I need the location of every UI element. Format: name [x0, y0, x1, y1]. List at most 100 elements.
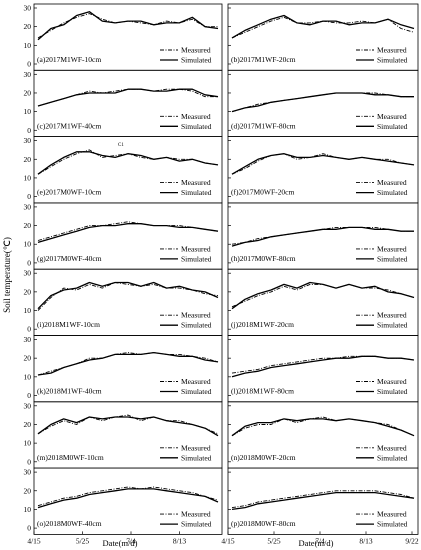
x-tick-label: 8/13 [173, 536, 187, 545]
simulated-line [37, 151, 219, 175]
measured-line [231, 153, 415, 175]
legend-measured-label: Measured [181, 443, 211, 452]
panel-title: (a)2017M1WF-10cm [37, 55, 101, 64]
legend-measured-label: Measured [181, 46, 211, 55]
legend-simulated-label: Simulated [181, 520, 212, 529]
measured-line [231, 416, 415, 437]
legend-measured-label: Measured [377, 112, 407, 121]
legend-simulated-label: Simulated [181, 254, 212, 263]
legend-simulated-label: Simulated [181, 387, 212, 396]
panel-title: (l)2018M1WF-80cm [231, 387, 294, 396]
panel-grid: 0102030(a)2017M1WF-10cmMeasuredSimulated… [24, 4, 419, 535]
x-tick-label: 7/4 [315, 536, 325, 545]
panel-title: (m)2018M0WF-10cm [37, 453, 104, 462]
legend-simulated-label: Simulated [377, 321, 408, 330]
simulated-line [231, 153, 415, 175]
legend-measured-label: Measured [181, 510, 211, 519]
y-tick-label: 30 [24, 202, 32, 211]
y-tick-label: 10 [24, 505, 32, 514]
simulated-line [37, 11, 219, 41]
y-tick-label: 0 [27, 126, 31, 135]
y-tick-label: 10 [24, 240, 32, 249]
legend-measured-label: Measured [181, 112, 211, 121]
y-tick-label: 10 [24, 41, 32, 50]
y-tick-label: 30 [24, 401, 32, 410]
legend-measured-label: Measured [377, 443, 407, 452]
y-tick-label: 10 [24, 372, 32, 381]
panel-title: (e)2017M0WF-10cm [37, 188, 101, 197]
y-tick-label: 20 [24, 287, 32, 296]
legend-measured-label: Measured [181, 311, 211, 320]
y-tick-label: 20 [24, 221, 32, 230]
panel-title: (g)2017M0WF-40cm [37, 254, 102, 263]
y-tick-label: 30 [24, 4, 32, 13]
y-tick-label: 20 [24, 155, 32, 164]
x-axis-label-left: Date(m/d) [103, 538, 138, 548]
legend-simulated-label: Simulated [181, 321, 212, 330]
x-axis-label-right: Date(m/d) [299, 538, 334, 548]
legend-simulated-label: Simulated [377, 520, 408, 529]
legend-simulated-label: Simulated [377, 122, 408, 131]
legend-measured-label: Measured [377, 377, 407, 386]
simulated-line [231, 281, 415, 310]
y-tick-label: 0 [27, 258, 31, 267]
legend-simulated-label: Simulated [181, 188, 212, 197]
measured-line [231, 283, 415, 308]
y-tick-label: 30 [24, 136, 32, 145]
y-tick-label: 0 [27, 192, 31, 201]
measured-line [37, 414, 219, 435]
legend-simulated-label: Simulated [181, 453, 212, 462]
simulated-line [37, 223, 219, 244]
legend-measured-label: Measured [181, 377, 211, 386]
legend-measured-label: Measured [377, 244, 407, 253]
y-tick-label: 0 [27, 325, 31, 334]
measured-line [231, 490, 415, 509]
simulated-line [231, 92, 414, 113]
measured-line [37, 282, 219, 311]
y-tick-label: 20 [24, 22, 32, 31]
y-tick-label: 30 [24, 269, 32, 278]
simulated-line [231, 418, 415, 437]
legend-measured-label: Measured [181, 244, 211, 253]
y-tick-label: 0 [27, 457, 31, 466]
legend-simulated-label: Simulated [377, 453, 408, 462]
legend-simulated-label: Simulated [377, 254, 408, 263]
panel-title: (n)2018M0WF-20cm [231, 453, 296, 462]
y-tick-label: 10 [24, 173, 32, 182]
y-tick-label: 0 [27, 60, 31, 69]
legend-measured-label: Measured [377, 46, 407, 55]
simulated-line [231, 226, 414, 247]
panel-title: (b)2017M1WF-20cm [231, 55, 296, 64]
y-axis-label: Soil temperature(℃) [2, 237, 12, 313]
y-tick-label: 10 [24, 107, 32, 116]
x-tick-label: 4/15 [27, 536, 41, 545]
panel-title: (i)2018M1WF-10cm [37, 320, 100, 329]
y-tick-label: 0 [27, 524, 31, 533]
simulated-line [231, 14, 415, 39]
y-tick-label: 20 [24, 420, 32, 429]
legend-measured-label: Measured [377, 311, 407, 320]
panel-frame [33, 467, 223, 535]
measured-line [231, 16, 415, 39]
legend-simulated-label: Simulated [377, 188, 408, 197]
x-tick-label: 8/13 [359, 536, 373, 545]
x-tick-label: 5/25 [267, 536, 281, 545]
legend-simulated-label: Simulated [181, 122, 212, 131]
y-tick-label: 30 [24, 468, 32, 477]
measured-line [37, 486, 219, 507]
x-tick-label: 7/4 [126, 536, 136, 545]
legend-measured-label: Measured [181, 178, 211, 187]
legend-simulated-label: Simulated [377, 56, 408, 65]
